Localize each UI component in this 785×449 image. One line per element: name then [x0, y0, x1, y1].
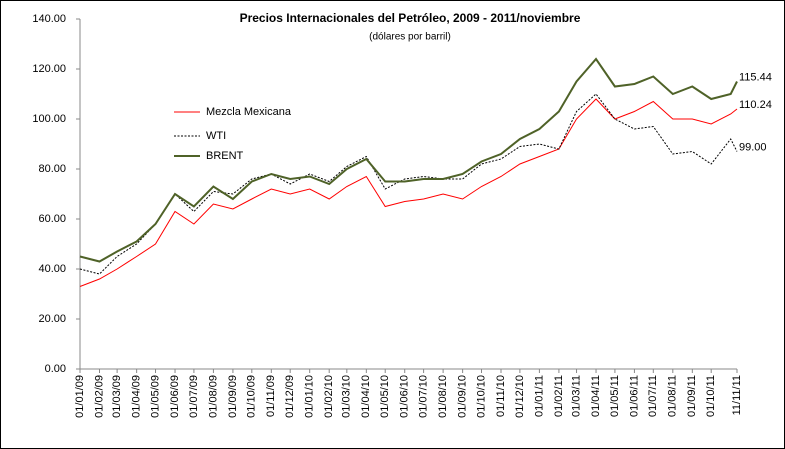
end-label: 115.44 — [739, 71, 772, 83]
x-tick-label: 01/07/11 — [647, 375, 659, 417]
x-tick-label: 01/04/10 — [360, 375, 372, 418]
x-tick-label: 01/04/09 — [131, 375, 143, 418]
x-tick-label: 01/09/10 — [457, 375, 469, 418]
x-tick-label: 01/03/10 — [341, 375, 353, 418]
end-label: 99.00 — [739, 141, 767, 153]
y-tick-label: 100.00 — [32, 113, 66, 125]
chart-title: Precios Internacionales del Petróleo, 20… — [240, 11, 581, 25]
y-tick-label: 120.00 — [32, 63, 66, 75]
x-tick-label: 01/09/11 — [686, 375, 698, 417]
x-tick-label: 01/05/09 — [149, 375, 161, 418]
x-tick-label: 01/02/09 — [93, 375, 105, 418]
x-tick-label: 01/01/10 — [304, 375, 316, 418]
y-tick-label: 20.00 — [38, 313, 66, 325]
legend-label: Mezcla Mexicana — [206, 106, 292, 118]
series-line — [79, 98, 738, 287]
x-tick-label: 01/08/09 — [207, 375, 219, 418]
x-tick-label: 01/12/09 — [284, 375, 296, 418]
x-tick-label: 01/06/11 — [628, 375, 640, 417]
x-tick-label: 01/01/09 — [74, 375, 86, 418]
series-line — [79, 93, 738, 275]
y-tick-label: 60.00 — [38, 213, 66, 225]
x-tick-label: 01/09/09 — [227, 375, 239, 418]
series-line — [79, 57, 738, 263]
x-tick-label: 11/11/11 — [731, 375, 743, 415]
x-tick-label: 01/03/09 — [111, 375, 123, 418]
x-tick-label: 01/10/09 — [246, 375, 258, 418]
x-tick-label: 01/03/11 — [570, 375, 582, 417]
legend-label: WTI — [206, 130, 226, 142]
x-tick-label: 01/04/11 — [590, 375, 602, 417]
x-tick-label: 01/08/11 — [667, 375, 679, 417]
x-tick-label: 01/06/09 — [169, 375, 181, 418]
x-tick-label: 01/10/10 — [475, 375, 487, 418]
x-tick-label: 01/10/11 — [705, 375, 717, 417]
end-label: 110.24 — [739, 99, 772, 111]
x-tick-label: 01/05/11 — [609, 375, 621, 417]
y-tick-label: 40.00 — [38, 263, 66, 275]
legend-label: BRENT — [206, 150, 244, 162]
x-tick-label: 01/07/09 — [188, 375, 200, 418]
x-tick-label: 01/02/10 — [323, 375, 335, 418]
x-tick-label: 01/05/10 — [379, 375, 391, 418]
x-tick-label: 01/01/11 — [533, 375, 545, 417]
chart-subtitle: (dólares por barril) — [369, 32, 451, 43]
x-tick-label: 01/02/11 — [553, 375, 565, 417]
y-tick-label: 0.00 — [45, 363, 66, 375]
y-tick-label: 80.00 — [38, 163, 66, 175]
y-tick-label: 140.00 — [32, 13, 66, 25]
x-tick-label: 01/08/10 — [437, 375, 449, 418]
x-tick-label: 01/06/10 — [399, 375, 411, 418]
x-tick-label: 01/12/10 — [514, 375, 526, 418]
x-tick-label: 01/11/10 — [495, 375, 507, 417]
x-tick-label: 01/07/10 — [418, 375, 430, 418]
x-tick-label: 01/11/09 — [265, 375, 277, 417]
